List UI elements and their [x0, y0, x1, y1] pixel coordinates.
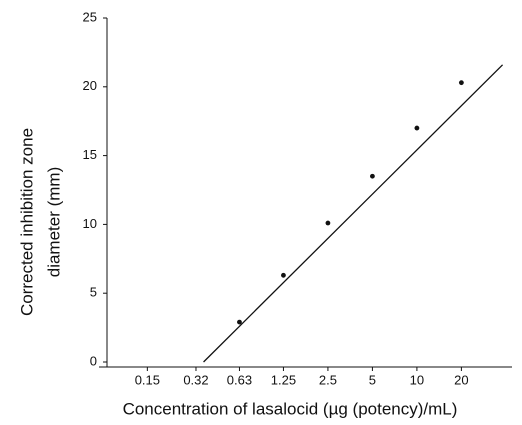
x-tick-label: 5: [369, 372, 376, 387]
y-tick-label: 10: [83, 216, 97, 231]
y-tick-label: 15: [83, 147, 97, 162]
x-tick-label: 10: [410, 372, 424, 387]
y-axis-title: diameter (mm): [44, 167, 63, 278]
data-point: [414, 125, 420, 131]
x-tick-label: 0.63: [227, 372, 252, 387]
y-tick-label: 0: [90, 353, 97, 368]
x-tick-label: 1.25: [271, 372, 296, 387]
data-point: [237, 319, 242, 325]
data-point: [325, 220, 331, 226]
y-tick-label: 20: [83, 78, 97, 93]
x-axis-title: Concentration of lasalocid (µg (potency)…: [123, 399, 458, 418]
y-tick-label: 25: [83, 9, 97, 24]
data-point: [370, 173, 375, 179]
y-tick-label: 5: [90, 285, 97, 300]
data-point: [458, 80, 464, 86]
fit-line: [203, 64, 504, 363]
x-tick-label: 2.5: [319, 372, 337, 387]
data-point: [281, 272, 286, 278]
y-axis-title: Corrected inhibition zone: [17, 128, 36, 316]
x-tick-label: 20: [454, 372, 468, 387]
x-tick-label: 0.32: [183, 372, 208, 387]
x-tick-label: 0.15: [135, 372, 160, 387]
